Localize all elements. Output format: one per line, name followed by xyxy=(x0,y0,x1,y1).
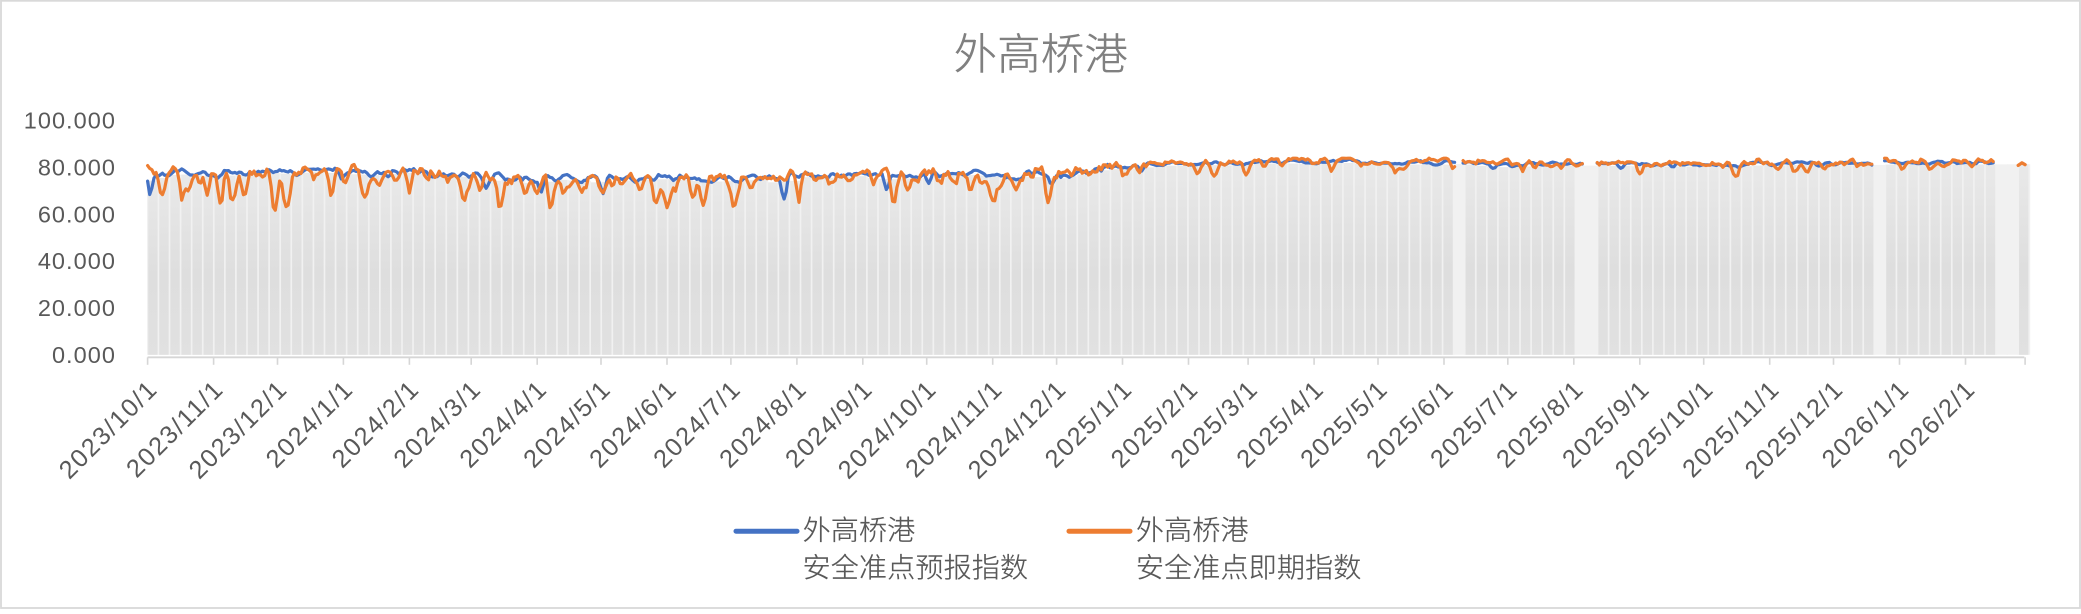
svg-text:0.000: 0.000 xyxy=(52,342,116,368)
svg-text:20.000: 20.000 xyxy=(38,295,116,321)
svg-text:80.000: 80.000 xyxy=(38,155,116,181)
svg-text:100.000: 100.000 xyxy=(24,108,116,134)
svg-text:60.000: 60.000 xyxy=(38,201,116,227)
svg-text:40.000: 40.000 xyxy=(38,248,116,274)
